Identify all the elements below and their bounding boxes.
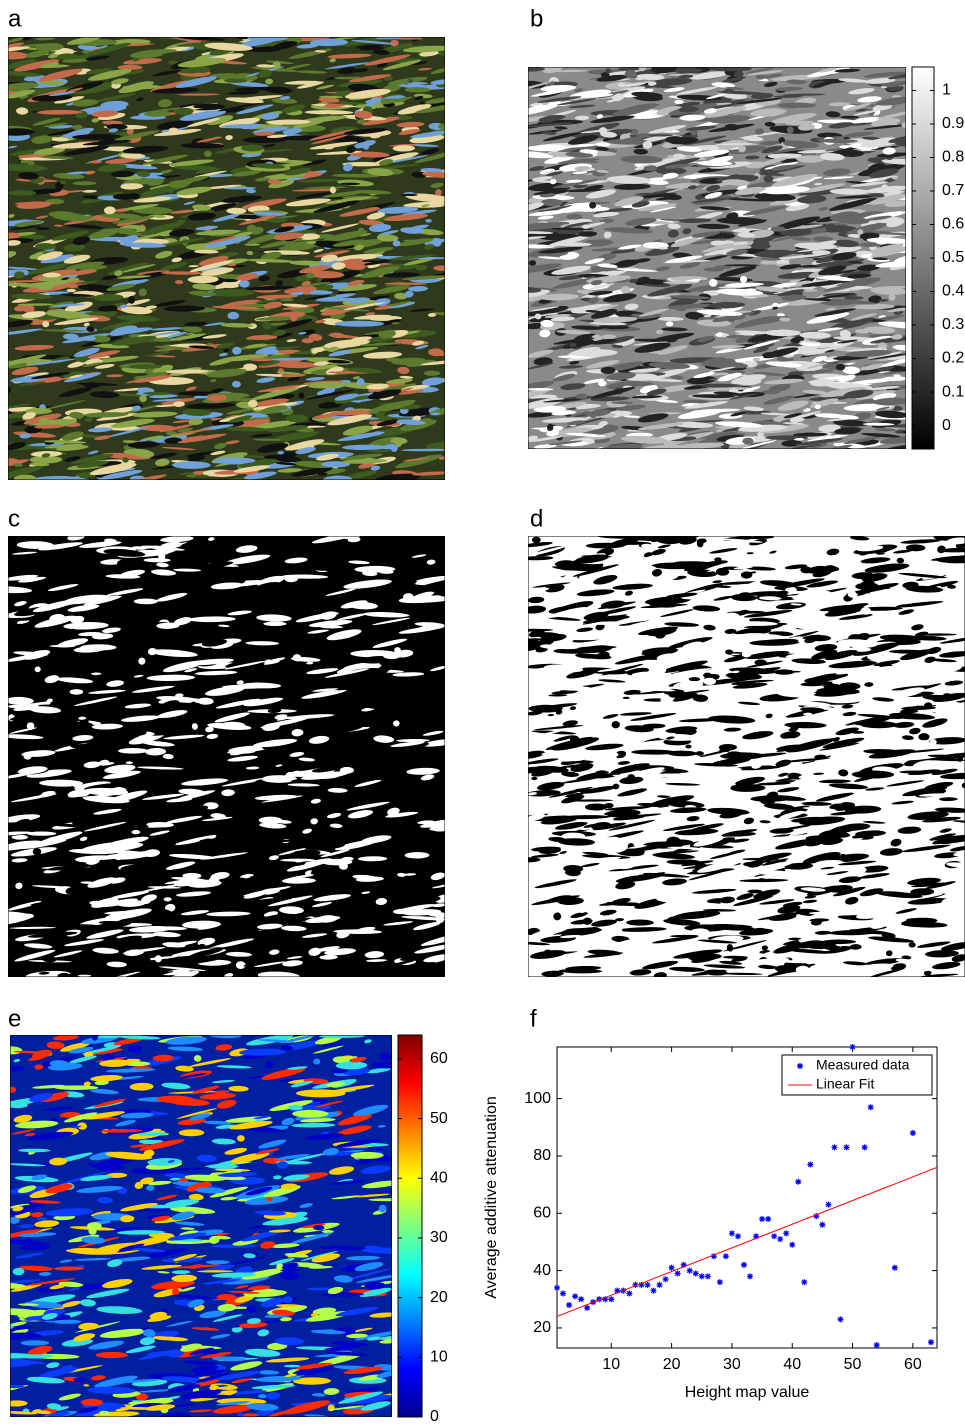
texture [131, 830, 140, 834]
texture [742, 438, 753, 445]
texture [401, 194, 418, 196]
texture [18, 303, 54, 305]
image-a [0, 31, 466, 485]
texture [598, 380, 607, 386]
texture [302, 338, 314, 343]
image-d [506, 531, 965, 979]
texture [182, 873, 201, 879]
texture [383, 652, 401, 659]
texture [714, 557, 721, 562]
texture [70, 689, 84, 695]
image-b [504, 64, 928, 457]
texture [403, 593, 414, 601]
texture [547, 424, 553, 432]
image-c [0, 531, 469, 984]
texture [747, 890, 762, 894]
texture [364, 1282, 385, 1289]
texture [918, 733, 929, 740]
texture [259, 817, 282, 824]
texture [532, 537, 541, 543]
texture [1, 232, 21, 238]
texture [139, 289, 147, 297]
texture [241, 145, 263, 152]
texture [237, 1135, 245, 1141]
image-e [0, 1031, 414, 1421]
texture [800, 566, 812, 573]
texture [689, 677, 701, 681]
texture [340, 183, 360, 185]
